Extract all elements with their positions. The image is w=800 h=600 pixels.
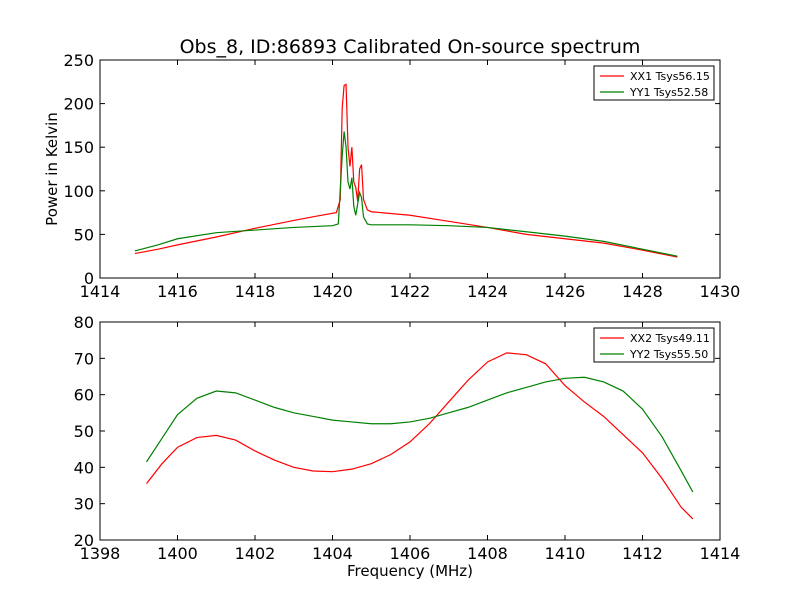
legend-box	[593, 327, 715, 363]
legend-entry-label: XX2 Tsys49.11	[630, 332, 710, 345]
x-tick-label: 1416	[157, 282, 198, 301]
x-tick-label: 1428	[622, 282, 663, 301]
panel-1: 1414 1416 1418 1420 1422 1424 1426 1428 1430 0 50 1…	[43, 51, 740, 301]
legend-entry-label: YY1 Tsys52.58	[629, 86, 708, 99]
x-tick-label: 1420	[312, 282, 353, 301]
series-line-2-1	[146, 352, 694, 520]
y-tick-label: 250	[63, 51, 94, 70]
plot-panels: 1414 1416 1418 1420 1422 1424 1426 1428 14300501…	[43, 51, 740, 580]
y-tick-label: 150	[63, 138, 94, 157]
x-tick-label: 1414	[80, 282, 121, 301]
y-tick-label: 60	[74, 386, 94, 405]
legend: XX1 Tsys56.15 YY1 Tsys52.58	[593, 65, 715, 101]
x-tick-label: 1424	[467, 282, 508, 301]
x-tick-label: 1412	[622, 544, 663, 563]
y-tick-label: 50	[74, 225, 94, 244]
y-tick-label: 200	[63, 95, 94, 114]
y-tick-label: 0	[84, 269, 94, 288]
x-tick-label: 1418	[235, 282, 276, 301]
x-tick-label: 1402	[235, 544, 276, 563]
x-tick-label: 1400	[157, 544, 198, 563]
legend-entry-label: YY2 Tsys55.50	[629, 348, 708, 361]
series-line-2-2	[145, 376, 694, 493]
x-tick-label: 1430	[700, 282, 741, 301]
x-tick-label: 1406	[390, 544, 431, 563]
x-tick-label: 1410	[545, 544, 586, 563]
y-tick-label: 80	[74, 313, 94, 332]
y-axis-label: Power in Kelvin	[43, 112, 61, 226]
series-line-1-2	[134, 131, 678, 257]
x-tick-label: 1398	[80, 544, 121, 563]
y-tick-label: 20	[74, 531, 94, 550]
legend: XX2 Tsys49.11 YY2 Tsys55.50	[593, 327, 715, 363]
x-tick-label: 1408	[467, 544, 508, 563]
x-tick-label: 1404	[312, 544, 353, 563]
x-tick-label: 1422	[390, 282, 431, 301]
legend-entry-label: XX1 Tsys56.15	[630, 70, 710, 83]
y-tick-label: 100	[63, 182, 94, 201]
legend-box	[593, 65, 715, 101]
chart-title: Obs_8, ID:86893 Calibrated On-source spe…	[180, 36, 641, 58]
x-axis-label: Frequency (MHz)	[347, 562, 473, 580]
panel-2: 1398 1400 1402 1404 1406 1408 1410 1412 1414 20 30…	[74, 313, 741, 580]
y-tick-label: 70	[74, 349, 94, 368]
y-tick-label: 30	[74, 495, 94, 514]
y-tick-label: 40	[74, 458, 94, 477]
x-tick-label: 1414	[700, 544, 741, 563]
x-tick-label: 1426	[545, 282, 586, 301]
y-tick-label: 50	[74, 422, 94, 441]
